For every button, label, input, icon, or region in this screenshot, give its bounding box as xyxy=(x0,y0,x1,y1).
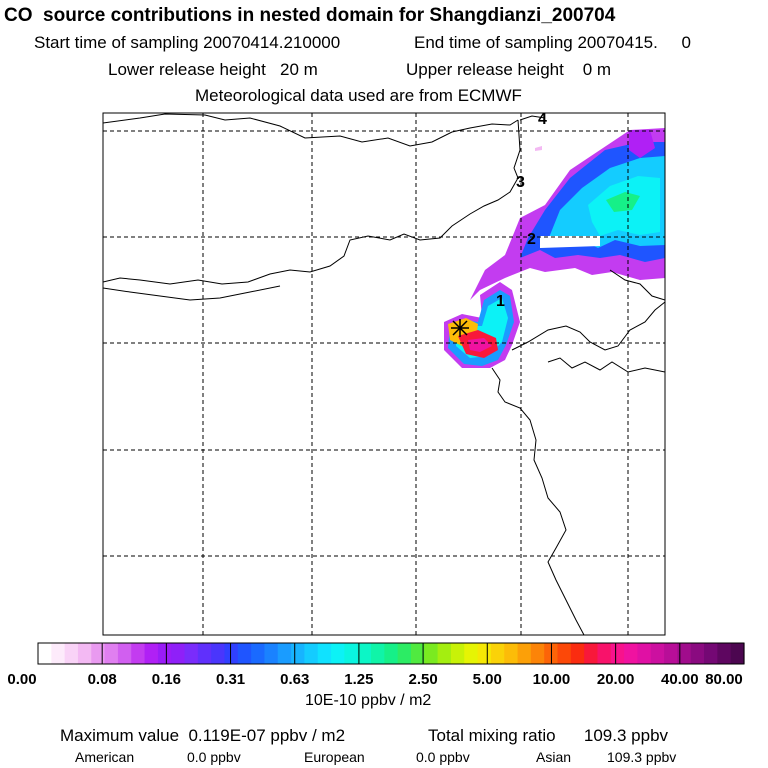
total-mixing-ratio: Total mixing ratio 109.3 ppbv xyxy=(428,726,669,745)
colorbar-cell xyxy=(38,643,52,664)
maximum-value: Maximum value 0.119E-07 ppbv / m2 xyxy=(60,726,346,745)
european-value: 0.0 ppbv xyxy=(416,749,470,765)
colorbar-cell xyxy=(357,643,372,664)
trajectory-label-3: 3 xyxy=(516,174,525,191)
graticule xyxy=(103,113,665,635)
colorbar-cell xyxy=(51,643,66,664)
colorbar-cell xyxy=(477,643,492,664)
colorbar-cell xyxy=(291,643,306,664)
receptor-star-icon xyxy=(451,319,469,337)
colorbar-cell xyxy=(517,643,532,664)
american-label: American xyxy=(75,749,135,765)
colorbar-tick-label: 0.31 xyxy=(216,671,245,688)
colorbar-cell xyxy=(131,643,146,664)
american-value: 0.0 ppbv xyxy=(187,749,241,765)
colorbar-cell xyxy=(610,643,625,664)
colorbar-cell xyxy=(171,643,186,664)
colorbar-cell xyxy=(344,643,359,664)
colorbar-cell xyxy=(77,643,92,664)
colorbar-cell xyxy=(317,643,332,664)
colorbar-tick-label: 0.08 xyxy=(88,671,117,688)
colorbar-cell xyxy=(730,643,745,664)
colorbar-cells xyxy=(38,643,745,664)
colorbar-cell xyxy=(397,643,412,664)
colorbar-tick-label: 80.00 xyxy=(705,671,743,688)
colorbar-tick-label: 40.00 xyxy=(661,671,699,688)
colorbar-tick-label: 20.00 xyxy=(597,671,635,688)
colorbar-cell xyxy=(277,643,292,664)
colorbar-cell xyxy=(410,643,425,664)
colorbar-cell xyxy=(144,643,159,664)
colorbar-cell xyxy=(371,643,385,664)
colorbar-tick-label: 1.25 xyxy=(344,671,373,688)
colorbar-units: 10E-10 ppbv / m2 xyxy=(305,692,432,709)
colorbar-cell xyxy=(237,643,252,664)
colorbar-tick-label: 0.63 xyxy=(280,671,309,688)
colorbar-cell xyxy=(530,643,545,664)
colorbar-cell xyxy=(690,643,705,664)
colorbar-tick-label: 0.00 xyxy=(7,671,36,688)
colorbar-cell xyxy=(437,643,452,664)
colorbar-tick-label: 10.00 xyxy=(533,671,571,688)
trajectory-label-2: 2 xyxy=(527,231,536,248)
trajectory-label-1: 1 xyxy=(496,293,505,310)
colorbar-cell xyxy=(464,643,479,664)
colorbar-cell xyxy=(624,643,639,664)
colorbar-cell xyxy=(557,643,572,664)
colorbar-cell xyxy=(104,643,119,664)
colorbar-cell xyxy=(424,643,439,664)
colorbar-cell xyxy=(157,643,172,664)
colorbar-tick-label: 5.00 xyxy=(473,671,502,688)
european-label: European xyxy=(304,749,365,765)
asian-value: 109.3 ppbv xyxy=(607,749,677,765)
sampling-end-time: End time of sampling 20070415. 0 xyxy=(414,33,691,52)
colorbar-cell xyxy=(117,643,132,664)
asian-label: Asian xyxy=(536,749,572,765)
colorbar-cell xyxy=(584,643,599,664)
trajectory-label-4: 4 xyxy=(538,111,547,128)
colorbar-cell xyxy=(677,643,692,664)
colorbar-cell xyxy=(450,643,465,664)
colorbar-cell xyxy=(650,643,665,664)
colorbar-cell xyxy=(637,643,652,664)
colorbar-tick-labels: 0.00 0.08 0.16 0.31 0.63 1.25 2.50 5.00 10.00 20.… xyxy=(7,671,742,688)
colorbar-cell xyxy=(490,643,505,664)
colorbar-cell xyxy=(664,643,678,664)
met-data-source: Meteorological data used are from ECMWF xyxy=(195,86,522,105)
plot-title: CO source contributions in nested domain… xyxy=(4,5,616,26)
lower-release-height: Lower release height 20 m xyxy=(108,60,318,79)
colorbar-cell xyxy=(504,643,519,664)
colorbar-cell xyxy=(211,643,226,664)
colorbar-cell xyxy=(384,643,399,664)
colorbar-cell xyxy=(264,643,279,664)
colorbar-cell xyxy=(717,643,732,664)
coastlines-and-borders xyxy=(103,113,665,635)
colorbar-cell xyxy=(197,643,212,664)
colorbar-cell xyxy=(64,643,79,664)
colorbar-dividers xyxy=(101,643,681,664)
colorbar-cell xyxy=(597,643,612,664)
colorbar-tick-label: 0.16 xyxy=(152,671,181,688)
colorbar-cell xyxy=(91,643,106,664)
colorbar-cell xyxy=(704,643,718,664)
colorbar-tick-label: 2.50 xyxy=(408,671,437,688)
colorbar-cell xyxy=(331,643,345,664)
colorbar-cell xyxy=(224,643,239,664)
colorbar-cell xyxy=(251,643,266,664)
colorbar-cell xyxy=(570,643,585,664)
colorbar-cell xyxy=(304,643,319,664)
colorbar-cell xyxy=(184,643,199,664)
contribution-field xyxy=(444,128,665,368)
upper-release-height: Upper release height 0 m xyxy=(406,60,612,79)
colorbar-frame xyxy=(37,642,745,665)
sampling-start-time: Start time of sampling 20070414.210000 xyxy=(34,33,341,52)
map-frame xyxy=(102,112,666,636)
